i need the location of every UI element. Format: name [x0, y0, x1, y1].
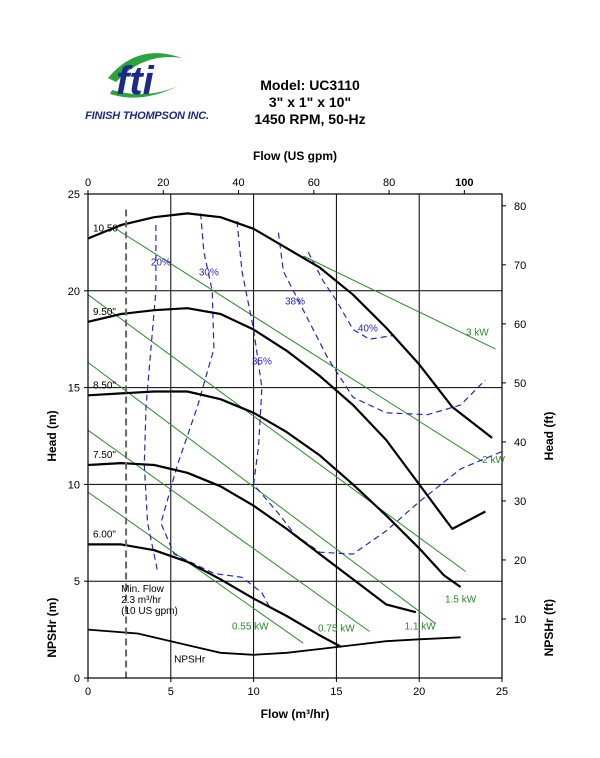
x-top-tick-label: 100 — [455, 177, 473, 189]
y-right-axis-label: Head (ft) — [542, 412, 556, 461]
y-right-tick-label: 40 — [514, 437, 526, 449]
x-top-tick-label: 40 — [232, 177, 244, 189]
efficiency-label: 30% — [199, 267, 219, 278]
y-left-tick-label: 0 — [74, 673, 80, 685]
chart-labels: 0.55 kW 0.75 kW 1.1 kW 1.5 kW 2 kW 3 kW 20% 30%… — [93, 224, 505, 666]
pump-heading: Model: UC3110 3" x 1" x 10" 1450 RPM, 50… — [220, 77, 400, 128]
efficiency-curve — [307, 251, 395, 340]
y-left-tick-label: 25 — [68, 189, 80, 201]
y-left-axis-label: Head (m) — [45, 410, 59, 461]
x-top-tick-label: 20 — [157, 177, 169, 189]
impeller-curve — [87, 462, 417, 614]
efficiency-label: 20% — [151, 258, 171, 269]
plot-frame — [87, 193, 503, 679]
min-flow-label: (10 US gpm) — [121, 606, 178, 617]
x-top-axis-label: Flow (US gpm) — [253, 149, 337, 163]
efficiency-curve — [277, 232, 486, 416]
pump-size: 3" x 1" x 10" — [268, 94, 352, 110]
y-right-tick-label: 60 — [514, 319, 526, 331]
y-right-tick-label: 30 — [514, 496, 526, 508]
logo-fti-text: fti — [116, 59, 155, 103]
efficiency-curve — [160, 213, 271, 609]
npshr-label: NPSHr — [174, 655, 206, 666]
min-flow-label: Min. Flow — [121, 584, 165, 595]
x-top-tick-label: 60 — [308, 177, 320, 189]
y-right-tick-label: 80 — [514, 201, 526, 213]
y-right-tick-label: 10 — [514, 614, 526, 626]
y-left-tick-label: 20 — [68, 286, 80, 298]
efficiency-curve — [143, 225, 159, 572]
power-line — [87, 491, 304, 644]
y-left-tick-label: 5 — [74, 576, 80, 588]
x-bottom-tick-label: 5 — [168, 686, 174, 698]
power-line-label: 3 kW — [466, 327, 489, 338]
impeller-curves — [87, 212, 493, 648]
npshr-line — [87, 628, 461, 656]
efficiency-label: 35% — [252, 356, 272, 367]
efficiency-curve — [236, 221, 503, 555]
efficiency-curves — [143, 213, 503, 609]
y-right-tick-label: 50 — [514, 378, 526, 390]
efficiency-label: 40% — [358, 323, 378, 334]
power-line-label: 1.5 kW — [445, 594, 477, 605]
y-left-tick-label: 15 — [68, 383, 80, 395]
x-bottom-tick-label: 15 — [330, 686, 342, 698]
impeller-curve — [87, 390, 462, 588]
y-right-tick-label: 20 — [514, 555, 526, 567]
power-line-label: 0.55 kW — [232, 622, 269, 633]
x-bottom-axis-label: Flow (m³/hr) — [261, 707, 330, 721]
npshr-right-axis-label: NPSHr (ft) — [542, 599, 556, 656]
impeller-curve — [87, 307, 486, 530]
x-bottom-tick-label: 20 — [413, 686, 425, 698]
x-bottom-tick-label: 0 — [85, 686, 91, 698]
company-name: FINISH THOMPSON INC. — [85, 110, 209, 122]
logo-swoosh-lower — [110, 86, 178, 98]
pump-speed: 1450 RPM, 50-Hz — [254, 111, 366, 127]
model-title: Model: UC3110 — [260, 77, 360, 93]
impeller-label: 7.50" — [93, 450, 116, 461]
power-line — [303, 255, 496, 350]
npshr-left-axis-label: NPSHr (m) — [45, 598, 59, 658]
power-line — [87, 294, 466, 572]
impeller-label: 6.00" — [93, 529, 116, 540]
x-bottom-tick-label: 25 — [496, 686, 508, 698]
x-top-tick-label: 0 — [85, 177, 91, 189]
impeller-curve — [87, 212, 493, 439]
impeller-label: 9.50" — [93, 307, 116, 318]
min-flow-label: 2.3 m³/hr — [121, 595, 162, 606]
x-top-tick-label: 80 — [383, 177, 395, 189]
power-line-label: 0.75 kW — [318, 624, 355, 635]
impeller-label: 8.50" — [93, 380, 116, 391]
impeller-label: 10.50" — [93, 224, 122, 235]
finish-thompson-logo: fti FINISH THOMPSON INC. — [72, 48, 222, 136]
fti-logo-mark: fti — [108, 53, 182, 103]
efficiency-label: 38% — [285, 296, 305, 307]
x-bottom-tick-label: 10 — [247, 686, 259, 698]
y-left-tick-label: 10 — [68, 479, 80, 491]
logo-swoosh — [108, 53, 182, 82]
power-line — [112, 226, 483, 462]
power-line-label: 1.1 kW — [405, 622, 437, 633]
power-line-label: 2 kW — [482, 455, 505, 466]
impeller-curve — [88, 543, 342, 648]
y-right-tick-label: 70 — [514, 260, 526, 272]
npshr-curve — [87, 628, 461, 656]
